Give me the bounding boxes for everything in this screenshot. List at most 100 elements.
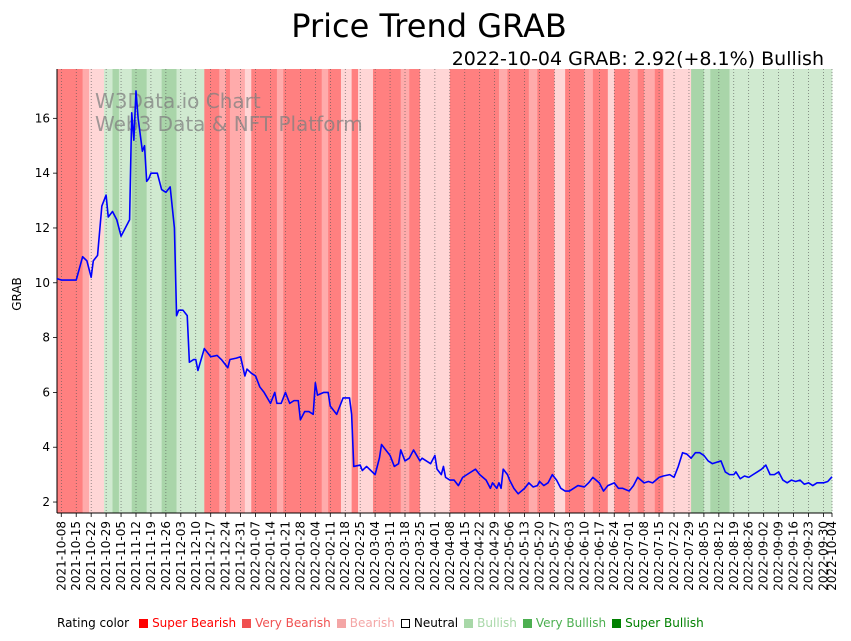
legend-label: Super Bullish: [625, 616, 704, 630]
rating-band-super-bearish: [537, 69, 555, 513]
x-tick-label: 2022-10-04: [825, 521, 839, 591]
x-tick-label: 2021-11-26: [159, 521, 173, 591]
x-tick-label: 2022-09-09: [772, 521, 786, 591]
legend-swatch: [336, 618, 346, 628]
rating-band-bearish: [244, 69, 252, 513]
rating-band-very-bullish: [131, 69, 147, 513]
x-tick-label: 2022-09-23: [802, 521, 816, 591]
rating-band-very-bearish: [82, 69, 90, 513]
watermark-line-1: W3Data.io Chart: [95, 89, 261, 113]
x-tick-label: 2021-10-22: [84, 521, 98, 591]
x-tick-label: 2022-07-15: [652, 521, 666, 591]
rating-band-very-bullish: [112, 69, 120, 513]
x-tick-label: 2022-04-01: [428, 521, 442, 591]
y-tick-label: 2: [42, 495, 50, 509]
x-tick-label: 2021-11-19: [144, 521, 158, 591]
x-tick-label: 2022-03-11: [383, 521, 397, 591]
legend-swatch: [612, 618, 622, 628]
x-tick-label: 2021-10-15: [69, 521, 83, 591]
x-tick-label: 2022-09-16: [787, 521, 801, 591]
x-tick-label: 2022-05-27: [547, 521, 561, 591]
legend-item-very-bullish: Very Bullish: [522, 616, 606, 630]
legend-item-super-bearish: Super Bearish: [139, 616, 236, 630]
x-tick-label: 2022-02-11: [323, 521, 337, 591]
legend-label: Neutral: [413, 616, 459, 630]
x-tick-label: 2022-09-30: [816, 521, 830, 591]
rating-band-bearish: [663, 69, 692, 513]
x-tick-label: 2022-08-05: [697, 521, 711, 591]
x-tick-label: 2022-08-26: [742, 521, 756, 591]
vertical-grid: [60, 69, 833, 513]
legend-title: Rating color: [57, 616, 130, 630]
x-tick-label: 2022-03-04: [368, 521, 382, 591]
x-tick-label: 2022-02-04: [308, 521, 322, 591]
x-tick-label: 2022-06-24: [607, 521, 621, 591]
rating-band-super-bearish: [204, 69, 220, 513]
x-tick-label: 2022-08-19: [727, 521, 741, 591]
y-tick-label: 12: [35, 221, 50, 235]
series-layer: [56, 90, 833, 495]
x-tick-label: 2022-02-25: [353, 521, 367, 591]
legend-item-super-bullish: Super Bullish: [612, 616, 704, 630]
x-tick-label: 2022-06-03: [562, 521, 576, 591]
x-axis: 2021-10-08 2021-10-15 2021-10-22 2021-10-29…: [54, 512, 839, 591]
x-tick-label: 2021-11-05: [114, 521, 128, 591]
chart-title: Price Trend GRAB: [291, 7, 567, 45]
rating-band-bullish: [176, 69, 205, 513]
x-tick-label: 2022-09-02: [757, 521, 771, 591]
rating-band-very-bearish: [229, 69, 246, 513]
x-tick-label: 2022-03-18: [398, 521, 412, 591]
legend-item-bullish: Bullish: [464, 616, 517, 630]
legend-item-neutral: Neutral: [400, 616, 459, 630]
x-tick-label: 2022-05-06: [503, 521, 517, 591]
legend-item-very-bearish: Very Bearish: [242, 616, 331, 630]
y-tick-label: 4: [42, 440, 50, 454]
rating-band-bullish: [146, 69, 162, 513]
rating-band-bearish: [607, 69, 615, 513]
x-tick-label: 2022-04-08: [443, 521, 457, 591]
rating-band-bullish: [738, 69, 833, 513]
y-tick-label: 8: [42, 331, 50, 345]
legend-label: Super Bearish: [152, 616, 237, 630]
rating-band-very-bearish: [219, 69, 226, 513]
legend-swatch: [464, 618, 474, 628]
x-tick-label: 2021-10-08: [54, 521, 68, 591]
rating-band-very-bearish: [498, 69, 508, 513]
legend-label: Very Bearish: [255, 616, 331, 630]
y-tick-label: 16: [35, 111, 50, 125]
y-axis: 2 4 6 8 10 12 14 16: [35, 69, 58, 513]
x-tick-label: 2022-07-08: [637, 521, 651, 591]
x-tick-label: 2022-01-28: [293, 521, 307, 591]
rating-band-super-bearish: [592, 69, 609, 513]
rating-bands: [57, 69, 833, 513]
x-tick-label: 2021-10-29: [99, 521, 113, 591]
legend-swatch: [139, 618, 149, 628]
chart-subtitle: 2022-10-04 GRAB: 2.92(+8.1%) Bullish: [452, 48, 824, 70]
rating-band-super-bearish: [372, 69, 402, 513]
rating-band-bearish: [554, 69, 566, 513]
rating-band-super-bearish: [565, 69, 585, 513]
legend-label: Bearish: [349, 616, 395, 630]
rating-band-very-bearish: [276, 69, 284, 513]
x-tick-label: 2022-04-15: [458, 521, 472, 591]
x-tick-label: 2022-03-25: [413, 521, 427, 591]
rating-band-very-bullish: [691, 69, 705, 513]
rating-band-very-bullish: [710, 69, 730, 513]
x-tick-label: 2021-12-24: [219, 521, 233, 591]
rating-band-bullish: [103, 69, 113, 513]
legend-swatch: [522, 618, 532, 628]
x-tick-label: 2022-01-21: [278, 521, 292, 591]
x-tick-label: 2021-12-10: [189, 521, 203, 591]
rating-band-super-bearish: [57, 69, 83, 513]
legend-label: Bullish: [477, 616, 517, 630]
x-tick-label: 2021-12-17: [204, 521, 218, 591]
x-tick-label: 2022-05-20: [533, 521, 547, 591]
rating-band-very-bearish: [321, 69, 329, 513]
rating-band-very-bearish: [528, 69, 538, 513]
x-tick-label: 2022-06-17: [592, 521, 606, 591]
rating-band-very-bullish: [161, 69, 177, 513]
rating-band-super-bearish: [225, 69, 231, 513]
rating-band-super-bearish: [409, 69, 421, 513]
x-tick-label: 2022-08-12: [712, 521, 726, 591]
